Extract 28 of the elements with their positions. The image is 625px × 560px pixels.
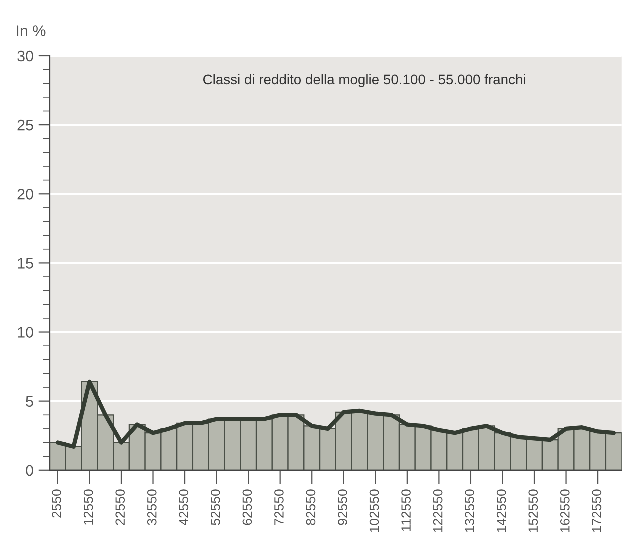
x-tick-label: 72550	[274, 490, 284, 526]
x-tick-label: 22550	[116, 490, 126, 526]
y-tick-label: 15	[18, 258, 34, 269]
x-tick-label: 162550	[560, 490, 570, 532]
line-series	[56, 380, 616, 449]
x-tick-label: 2550	[52, 490, 62, 518]
x-tick-label: 92550	[338, 490, 348, 526]
x-tick-label: 32550	[147, 490, 157, 526]
y-tick-label: 30	[18, 50, 34, 62]
x-tick-label: 52550	[210, 490, 220, 526]
y-tick-label: 20	[18, 189, 34, 200]
annotation: Classi di reddito della moglie 50.100 - 55.000 franchi	[204, 74, 526, 88]
x-tick-label: 132550	[465, 490, 475, 532]
x-tick-label: 172550	[592, 490, 602, 532]
y-tick-label: 10	[18, 327, 34, 338]
x-tick-label: 102550	[370, 490, 380, 532]
x-tick-label: 112550	[402, 490, 411, 532]
y-axis-title: In %	[17, 26, 46, 36]
y-tick-label: 5	[26, 396, 34, 408]
x-tick-label: 82550	[306, 490, 316, 526]
y-tick-label: 25	[18, 120, 34, 131]
x-tick-label: 122550	[433, 490, 443, 532]
x-tick-label: 152550	[528, 490, 538, 532]
x-tick-label: 142550	[496, 490, 506, 532]
x-tick-label: 12550	[84, 490, 94, 525]
y-tick-label: 0	[26, 465, 34, 476]
x-tick-label: 62550	[242, 490, 252, 526]
x-tick-label: 42550	[179, 490, 189, 526]
